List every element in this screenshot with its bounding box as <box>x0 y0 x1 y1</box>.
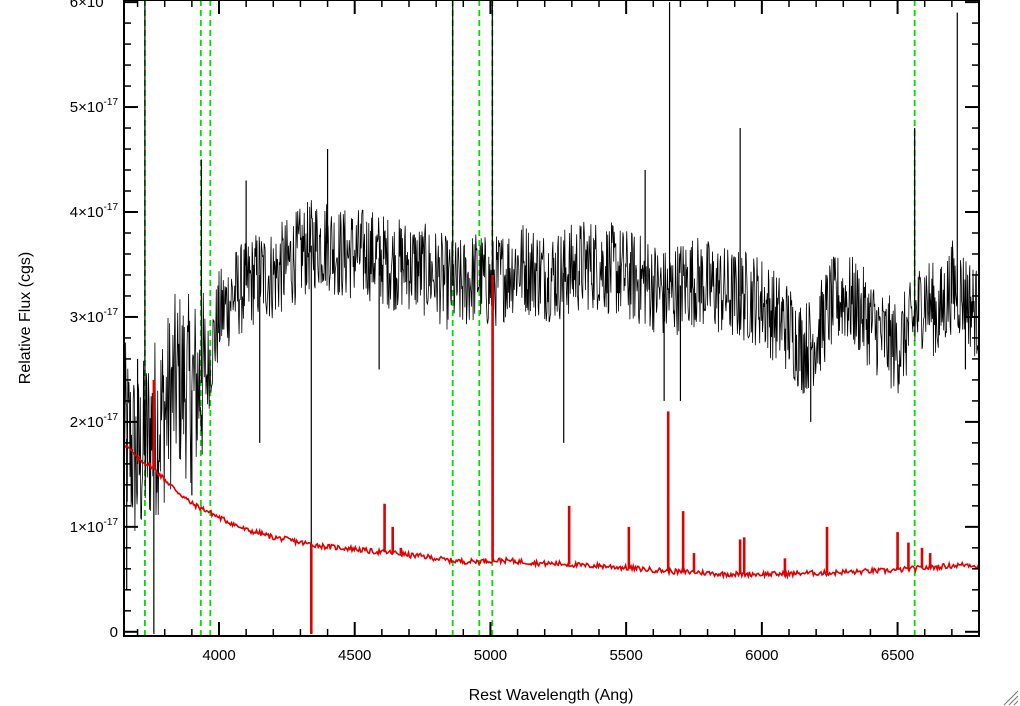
axes <box>123 0 980 637</box>
resize-grip-icon[interactable] <box>1003 690 1019 706</box>
x-axis-title: Rest Wavelength (Ang) <box>469 687 634 704</box>
x-tick-label: 5000 <box>474 647 507 664</box>
y-tick-label: 3×10-17 <box>70 307 119 326</box>
plot-area <box>124 0 979 636</box>
y-tick-label: 2×10-17 <box>70 412 119 431</box>
x-tick-label: 4500 <box>338 647 371 664</box>
y-tick-label: 5×10-17 <box>70 97 119 116</box>
x-tick-label: 6000 <box>745 647 778 664</box>
y-tick-label: 0 <box>110 624 118 641</box>
tick-labels: 4000 4500 5000 5500 6000 6500 0 1×10-17 2×10-17 3… <box>70 0 915 664</box>
model-spectrum-line <box>124 443 979 580</box>
plot-frame <box>123 0 980 637</box>
x-tick-label: 6500 <box>881 647 914 664</box>
y-axis-title: Relative Flux (cgs) <box>17 252 34 384</box>
y-tick-label: 1×10-17 <box>70 517 119 536</box>
x-tick-label: 5500 <box>609 647 642 664</box>
x-tick-label: 4000 <box>202 647 235 664</box>
observed-spectrum-line <box>124 200 979 532</box>
y-tick-label: 4×10-17 <box>70 202 119 221</box>
y-tick-label: 6×10-17 <box>70 0 119 11</box>
